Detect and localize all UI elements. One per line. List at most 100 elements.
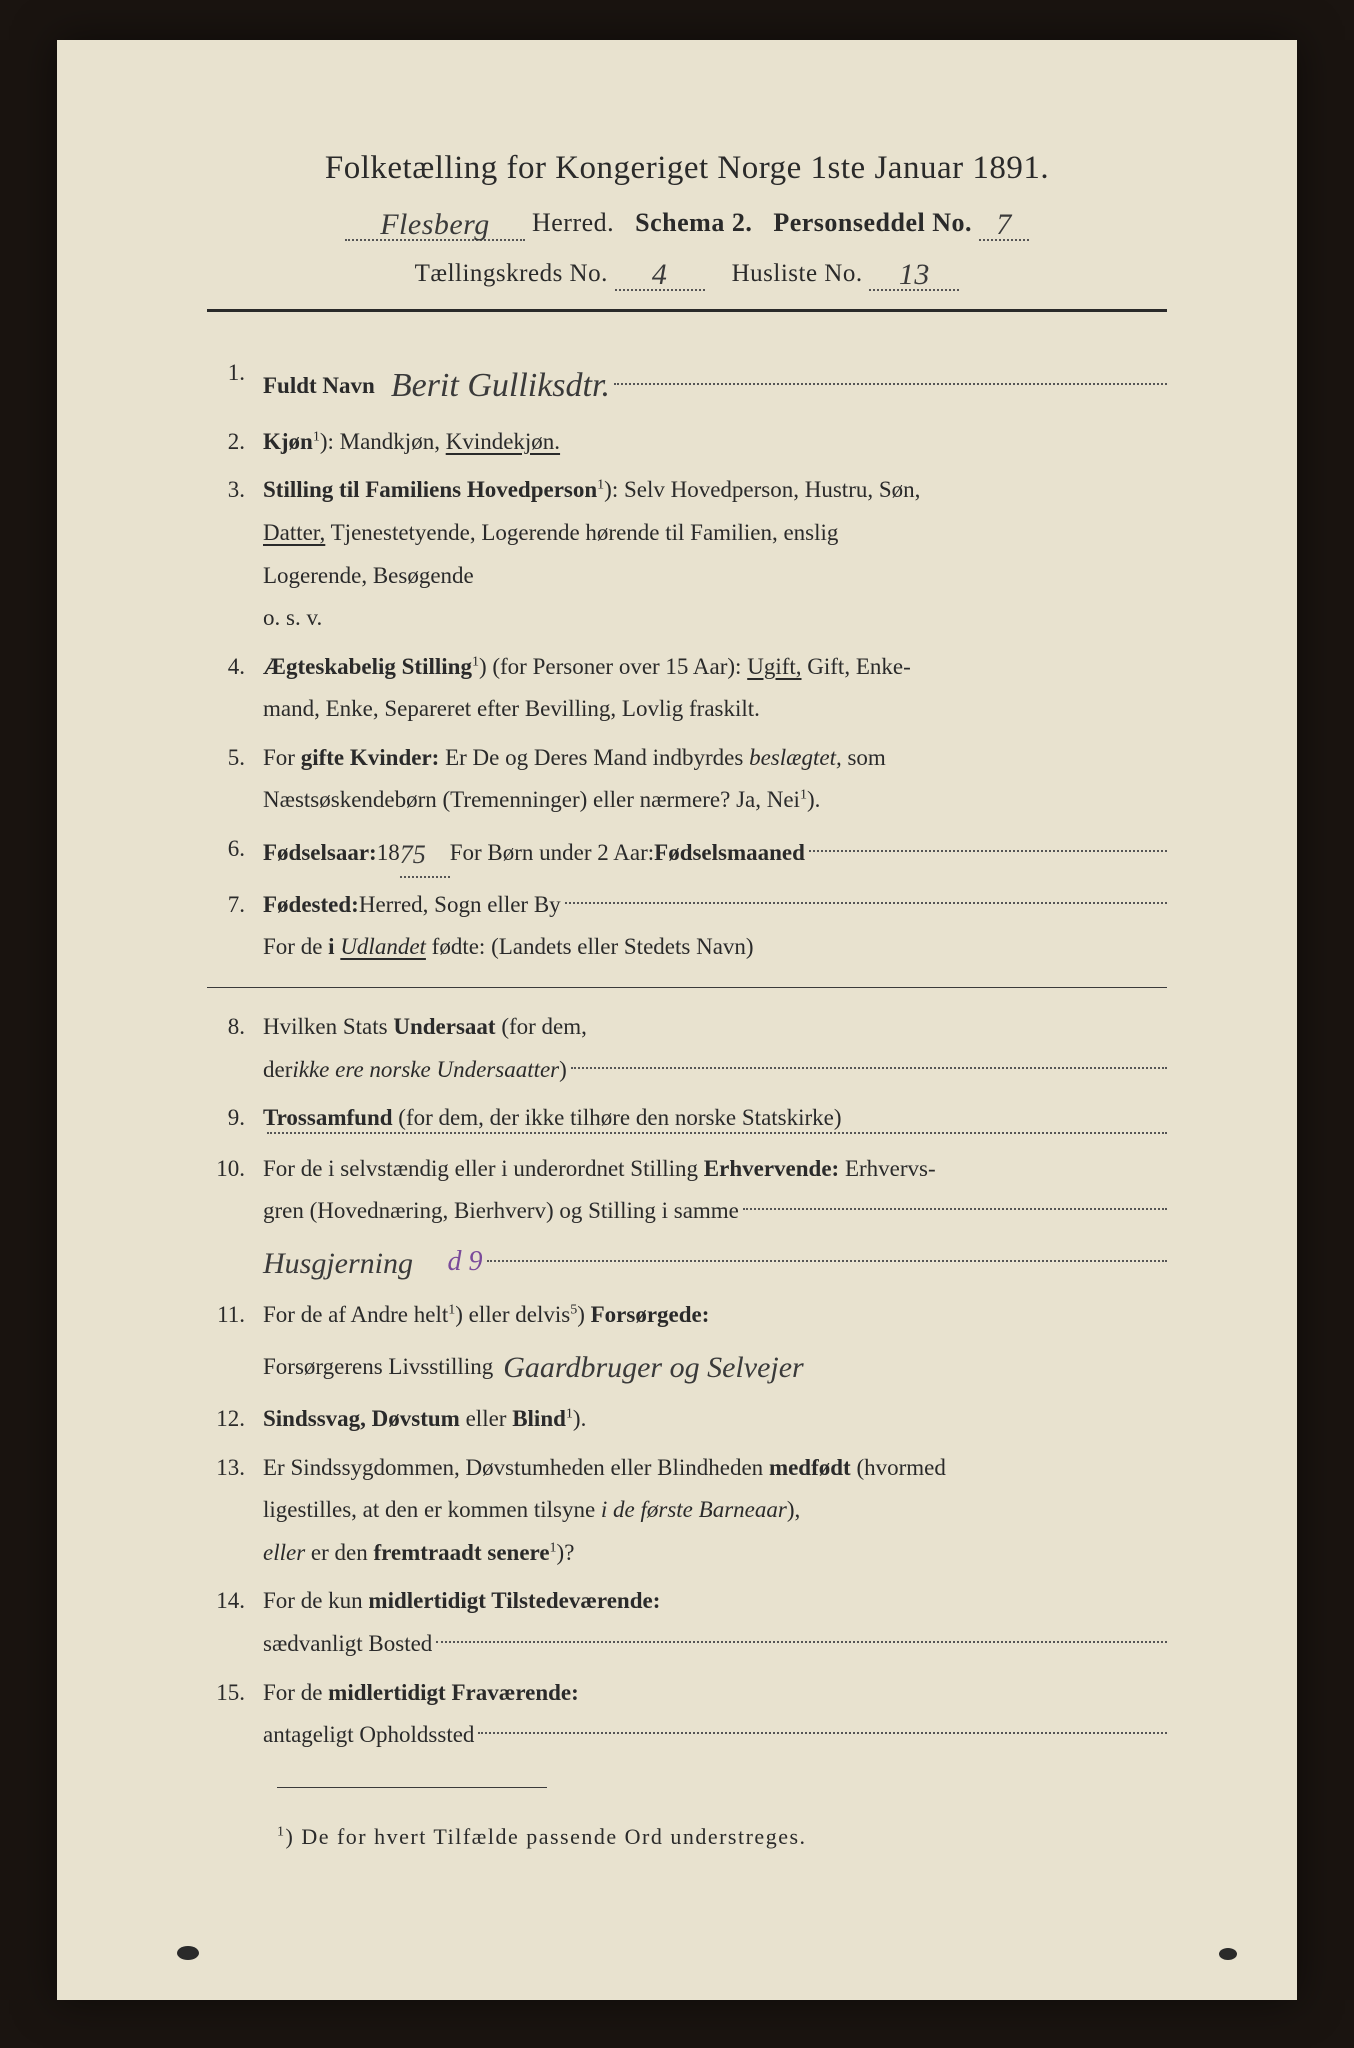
header-block: Folketælling for Kongeriget Norge 1ste J… xyxy=(207,150,1167,291)
occupation-hand: Husgjerning xyxy=(263,1236,413,1292)
text: ), xyxy=(787,1497,800,1522)
label-fodested: Fødested: xyxy=(263,884,359,927)
item-12: 12. Sindssvag, Døvstum eller Blind1). xyxy=(207,1398,1167,1441)
bold: fremtraadt senere xyxy=(373,1540,549,1565)
item-9: 9. Trossamfund (for dem, der ikke tilhør… xyxy=(207,1097,1167,1142)
item-body: Stilling til Familiens Hovedperson1): Se… xyxy=(263,469,1167,639)
bold: midlertidigt Fraværende: xyxy=(328,1680,579,1705)
items-list: 1. Fuldt Navn Berit Gulliksdtr. 2. Kjøn1… xyxy=(207,352,1167,1757)
item-body: Sindssvag, Døvstum eller Blind1). xyxy=(263,1398,1167,1441)
text: For Børn under 2 Aar: xyxy=(450,832,654,875)
footnote: 1) De for hvert Tilfælde passende Ord un… xyxy=(207,1824,1167,1850)
item-6: 6. Fødselsaar: 1875 For Børn under 2 Aar… xyxy=(207,828,1167,878)
label-kjon: Kjøn xyxy=(263,429,313,454)
item-number: 5. xyxy=(207,737,263,822)
text: gren (Hovednæring, Bierhverv) og Stillin… xyxy=(263,1190,739,1233)
text: For de kun xyxy=(263,1588,368,1613)
item-body: For de midlertidigt Fraværende: antageli… xyxy=(263,1672,1167,1757)
ital: eller xyxy=(263,1540,305,1565)
datter-underlined: Datter, xyxy=(263,520,325,545)
udlandet: Udlandet xyxy=(340,934,426,959)
year-prefix: 18 xyxy=(377,832,400,875)
subheader-row-1: Flesberg Herred. Schema 2. Personseddel … xyxy=(207,205,1167,241)
text: (for dem, der ikke tilhøre den norske St… xyxy=(393,1105,842,1130)
dotfill xyxy=(267,1132,1167,1134)
label-maaned: Fødselsmaaned xyxy=(654,832,805,875)
personseddel-no: 7 xyxy=(996,208,1012,242)
text: mand, Enke, Separeret efter Bevilling, L… xyxy=(263,696,760,721)
dotfill xyxy=(436,1641,1167,1643)
item-number: 2. xyxy=(207,421,263,464)
text: ): Mandkjøn, xyxy=(320,429,446,454)
bold: gifte Kvinder: xyxy=(301,745,440,770)
item-number: 9. xyxy=(207,1097,263,1142)
purple-annotation: d 9 xyxy=(448,1236,483,1288)
paper-blemish xyxy=(177,1946,199,1960)
herred-field: Flesberg xyxy=(345,205,525,241)
item-number: 15. xyxy=(207,1672,263,1757)
text: Forsørgerens Livsstilling xyxy=(263,1346,493,1389)
item-number: 13. xyxy=(207,1447,263,1575)
item-10: 10. For de i selvstændig eller i underor… xyxy=(207,1148,1167,1289)
text: ) eller delvis xyxy=(455,1302,570,1327)
item-number: 10. xyxy=(207,1148,263,1289)
text: (for dem, xyxy=(496,1014,587,1039)
sup: 1 xyxy=(800,788,807,803)
ital: i de første Barneaar xyxy=(601,1497,787,1522)
item-body: For gifte Kvinder: Er De og Deres Mand i… xyxy=(263,737,1167,822)
text: sædvanligt Bosted xyxy=(263,1623,432,1666)
text: Gift, Enke- xyxy=(802,654,911,679)
text: Tjenestetyende, Logerende hørende til Fa… xyxy=(325,520,838,545)
kreds-label: Tællingskreds No. xyxy=(415,260,608,287)
schema-label: Schema 2. xyxy=(635,208,752,237)
kvindekjon-underlined: Kvindekjøn. xyxy=(446,429,560,454)
text: antageligt Opholdssted xyxy=(263,1714,474,1757)
dotfill xyxy=(565,902,1167,904)
item-14: 14. For de kun midlertidigt Tilstedevære… xyxy=(207,1580,1167,1665)
ital: beslægtet, xyxy=(749,745,842,770)
item-1: 1. Fuldt Navn Berit Gulliksdtr. xyxy=(207,352,1167,415)
text: fødte: (Landets eller Stedets Navn) xyxy=(426,934,754,959)
item-number: 6. xyxy=(207,828,263,878)
text: der xyxy=(263,1049,292,1092)
text: ligestilles, at den er kommen tilsyne xyxy=(263,1497,601,1522)
herred-label: Herred. xyxy=(532,208,614,237)
item-7: 7. Fødested: Herred, Sogn eller By For d… xyxy=(207,884,1167,969)
label-fodselsaar: Fødselsaar: xyxy=(263,832,377,875)
label-fuldt-navn: Fuldt Navn xyxy=(263,365,375,408)
footnote-text: ) De for hvert Tilfælde passende Ord und… xyxy=(286,1824,807,1849)
item-number: 8. xyxy=(207,1006,263,1091)
bold: midlertidigt Tilstedeværende: xyxy=(368,1588,660,1613)
item-body: For de i selvstændig eller i underordnet… xyxy=(263,1148,1167,1289)
item-body: Ægteskabelig Stilling1) (for Personer ov… xyxy=(263,646,1167,731)
item-number: 11. xyxy=(207,1294,263,1392)
item-2: 2. Kjøn1): Mandkjøn, Kvindekjøn. xyxy=(207,421,1167,464)
subheader-row-2: Tællingskreds No. 4 Husliste No. 13 xyxy=(207,255,1167,291)
husliste-label: Husliste No. xyxy=(732,260,863,287)
text: Herred, Sogn eller By xyxy=(359,884,561,927)
dotfill xyxy=(614,383,1167,385)
text: ). xyxy=(573,1406,586,1431)
item-body: Fuldt Navn Berit Gulliksdtr. xyxy=(263,352,1167,415)
text: For de xyxy=(263,1680,328,1705)
item-body: Kjøn1): Mandkjøn, Kvindekjøn. xyxy=(263,421,1167,464)
text: Hvilken Stats xyxy=(263,1014,393,1039)
text: For de xyxy=(263,934,328,959)
footnote-sup: 1 xyxy=(277,1824,286,1839)
herred-handwriting: Flesberg xyxy=(380,208,490,242)
item-4: 4. Ægteskabelig Stilling1) (for Personer… xyxy=(207,646,1167,731)
main-title: Folketælling for Kongeriget Norge 1ste J… xyxy=(207,150,1167,187)
dotfill xyxy=(487,1260,1168,1262)
personseddel-field: 7 xyxy=(979,205,1029,241)
item-8: 8. Hvilken Stats Undersaat (for dem, der… xyxy=(207,1006,1167,1091)
item-13: 13. Er Sindssygdommen, Døvstumheden elle… xyxy=(207,1447,1167,1575)
dotfill xyxy=(743,1208,1167,1210)
paper-blemish xyxy=(1219,1948,1237,1960)
item-body: Trossamfund (for dem, der ikke tilhøre d… xyxy=(263,1097,1167,1142)
item-body: For de af Andre helt1) eller delvis5) Fo… xyxy=(263,1294,1167,1392)
kreds-no: 4 xyxy=(652,258,668,292)
text: Er De og Deres Mand indbyrdes xyxy=(439,745,749,770)
ital: ikke ere norske Undersaatter xyxy=(292,1049,559,1092)
bold: Trossamfund xyxy=(263,1105,393,1130)
bold: medfødt xyxy=(769,1455,851,1480)
